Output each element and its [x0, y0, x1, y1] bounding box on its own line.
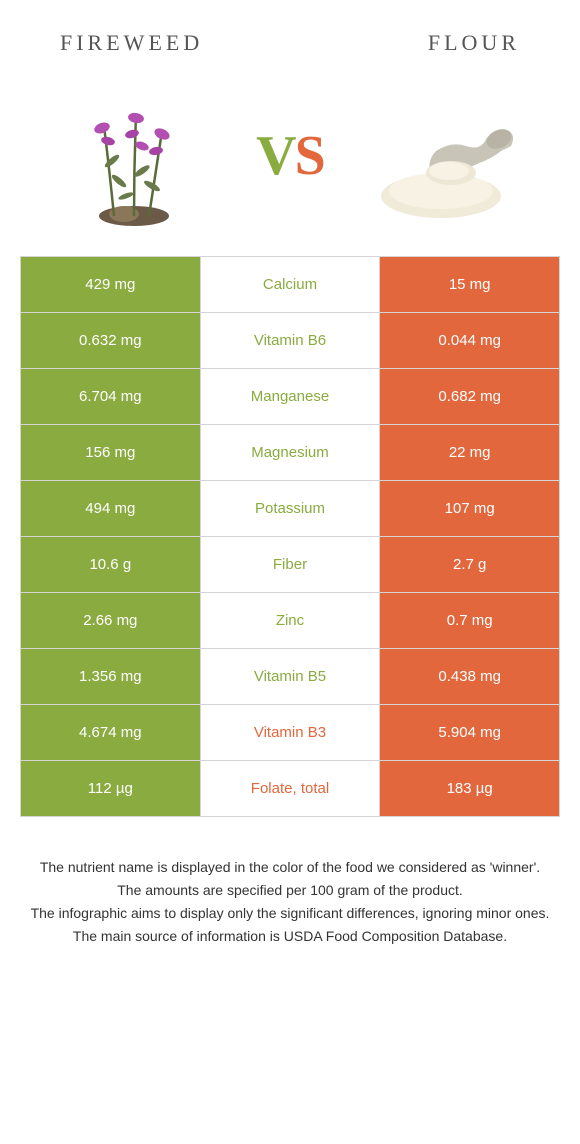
right-value: 15 mg: [380, 257, 560, 313]
nutrient-label: Vitamin B3: [200, 705, 380, 761]
table-row: 112 µgFolate, total183 µg: [21, 761, 560, 817]
table-row: 156 mgMagnesium22 mg: [21, 425, 560, 481]
table-row: 429 mgCalcium15 mg: [21, 257, 560, 313]
left-value: 1.356 mg: [21, 649, 201, 705]
left-value: 4.674 mg: [21, 705, 201, 761]
right-value: 22 mg: [380, 425, 560, 481]
left-value: 112 µg: [21, 761, 201, 817]
table-row: 2.66 mgZinc0.7 mg: [21, 593, 560, 649]
table-row: 0.632 mgVitamin B60.044 mg: [21, 313, 560, 369]
table-row: 10.6 gFiber2.7 g: [21, 537, 560, 593]
vs-s: S: [295, 125, 324, 187]
left-value: 156 mg: [21, 425, 201, 481]
images-row: VS: [0, 66, 580, 256]
nutrient-label: Folate, total: [200, 761, 380, 817]
food-left-title: FIREWEED: [60, 30, 203, 56]
table-row: 4.674 mgVitamin B35.904 mg: [21, 705, 560, 761]
nutrient-label: Zinc: [200, 593, 380, 649]
footer-line-4: The main source of information is USDA F…: [30, 926, 550, 947]
footer-line-1: The nutrient name is displayed in the co…: [30, 857, 550, 878]
right-value: 5.904 mg: [380, 705, 560, 761]
vs-label: VS: [256, 124, 324, 188]
nutrient-label: Magnesium: [200, 425, 380, 481]
right-value: 107 mg: [380, 481, 560, 537]
header: FIREWEED FLOUR: [0, 0, 580, 66]
flour-image: [361, 81, 531, 231]
comparison-table: 429 mgCalcium15 mg0.632 mgVitamin B60.04…: [20, 256, 560, 817]
footer-notes: The nutrient name is displayed in the co…: [0, 817, 580, 969]
nutrient-label: Calcium: [200, 257, 380, 313]
left-value: 10.6 g: [21, 537, 201, 593]
left-value: 2.66 mg: [21, 593, 201, 649]
nutrient-label: Potassium: [200, 481, 380, 537]
table-row: 494 mgPotassium107 mg: [21, 481, 560, 537]
right-value: 0.044 mg: [380, 313, 560, 369]
plant-icon: [64, 86, 204, 226]
right-value: 0.682 mg: [380, 369, 560, 425]
left-value: 0.632 mg: [21, 313, 201, 369]
nutrient-label: Fiber: [200, 537, 380, 593]
left-value: 6.704 mg: [21, 369, 201, 425]
vs-v: V: [256, 125, 294, 187]
right-value: 2.7 g: [380, 537, 560, 593]
nutrient-label: Manganese: [200, 369, 380, 425]
flour-icon: [371, 91, 521, 221]
nutrient-label: Vitamin B6: [200, 313, 380, 369]
nutrient-label: Vitamin B5: [200, 649, 380, 705]
table-row: 6.704 mgManganese0.682 mg: [21, 369, 560, 425]
fireweed-image: [49, 81, 219, 231]
right-value: 0.438 mg: [380, 649, 560, 705]
food-right-title: FLOUR: [428, 30, 520, 56]
table-row: 1.356 mgVitamin B50.438 mg: [21, 649, 560, 705]
footer-line-3: The infographic aims to display only the…: [30, 903, 550, 924]
footer-line-2: The amounts are specified per 100 gram o…: [30, 880, 550, 901]
left-value: 429 mg: [21, 257, 201, 313]
right-value: 0.7 mg: [380, 593, 560, 649]
left-value: 494 mg: [21, 481, 201, 537]
right-value: 183 µg: [380, 761, 560, 817]
